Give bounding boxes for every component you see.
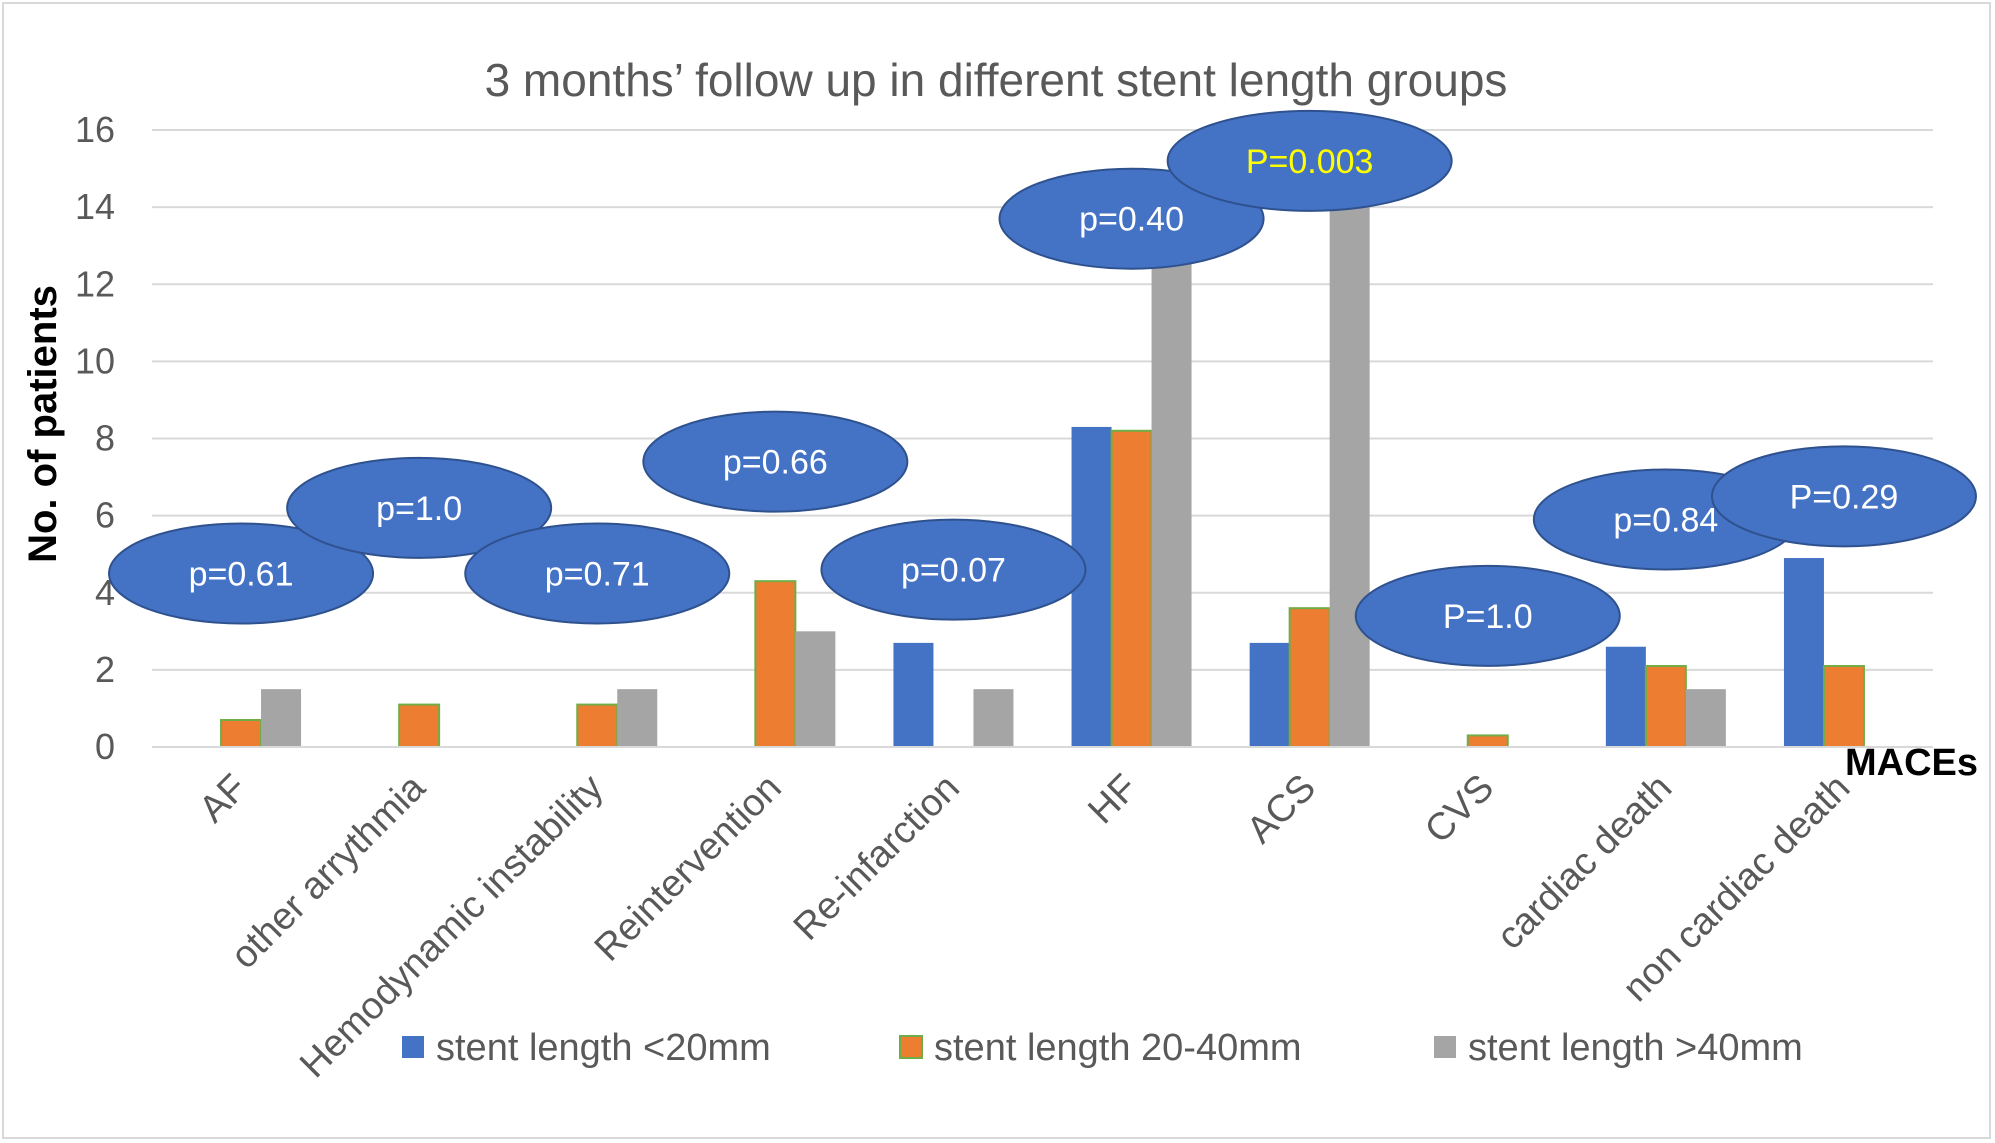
p-value-ellipse [820, 518, 1087, 621]
p-value-label: p=0.07 [901, 552, 1006, 590]
bar-cardiac-death-series-1 [1605, 646, 1646, 747]
bar-af-series-3 [261, 689, 302, 747]
y-tick-label: 0 [95, 726, 115, 767]
p-value-ellipse [1710, 445, 1977, 548]
p-value-ellipse [998, 167, 1265, 270]
bar-hf-series-2 [1110, 429, 1153, 748]
p-value-label: p=0.84 [1613, 501, 1718, 539]
p-value-ellipse [108, 522, 375, 625]
x-axis-label: MACEs [1845, 742, 1978, 784]
p-value-label: P=0.29 [1790, 478, 1899, 516]
y-tick-label: 10 [75, 340, 115, 381]
bar-re-infarction-series-3 [973, 689, 1014, 747]
legend-label-series-1: stent length <20mm [436, 1027, 771, 1069]
y-tick-label: 2 [95, 649, 115, 690]
legend: stent length <20mm stent length 20-40mm st… [402, 1027, 1803, 1069]
bar-acs-series-1 [1249, 642, 1290, 747]
p-value-label: p=1.0 [376, 490, 462, 528]
legend-swatch-series-1 [402, 1036, 424, 1058]
p-value-annotations: p=0.61 p=1.0 p=0.71 p=0.66 p=0.07 p=0.40 P=0.0… [108, 109, 1977, 667]
p-value-label: p=0.61 [189, 555, 294, 593]
p-value-ellipse [1166, 109, 1453, 212]
bar-non-cardiac-death-series-2 [1822, 665, 1865, 748]
legend-swatch-series-3 [1434, 1036, 1456, 1058]
category-label-cvs: CVS [1417, 767, 1502, 852]
y-tick-label: 12 [75, 263, 115, 304]
bar-hf-series-3 [1151, 245, 1192, 747]
p-value-label: p=0.66 [723, 444, 828, 482]
bar-hemodynamic-instability-series-3 [617, 689, 658, 747]
bar-af-series-2 [220, 719, 263, 748]
p-value-label: P=1.0 [1443, 598, 1533, 636]
y-tick-label: 8 [95, 418, 115, 459]
p-value-ellipse [642, 410, 909, 513]
category-label-af: AF [191, 767, 255, 831]
y-tick-label: 6 [95, 495, 115, 536]
category-label-re-infarction: Re-infarction [786, 767, 968, 949]
bar-reintervention-series-3 [795, 631, 836, 747]
bar-re-infarction-series-1 [893, 642, 934, 747]
p-value-label: p=0.71 [545, 555, 650, 593]
category-label-acs: ACS [1239, 767, 1324, 852]
bar-non-cardiac-death-series-1 [1783, 558, 1824, 747]
p-value-ellipse [1354, 564, 1621, 667]
legend-label-series-3: stent length >40mm [1468, 1027, 1803, 1069]
y-tick-label: 16 [75, 109, 115, 150]
y-axis-label: No. of patients [21, 285, 65, 563]
bar-reintervention-series-2 [754, 580, 797, 749]
legend-swatch-series-2 [899, 1035, 923, 1059]
bar-acs-series-2 [1288, 607, 1331, 748]
category-label-reintervention: Reintervention [587, 767, 790, 970]
bar-other-arrythmia-series-2 [398, 703, 441, 748]
category-label-cardiac-death: cardiac death [1489, 767, 1680, 958]
p-value-label: p=0.40 [1079, 201, 1184, 239]
bar-cvs-series-2 [1466, 734, 1509, 749]
p-value-label: P=0.003 [1246, 143, 1374, 181]
bar-hemodynamic-instability-series-2 [576, 703, 619, 748]
category-label-hf: HF [1080, 767, 1146, 833]
legend-label-series-2: stent length 20-40mm [934, 1027, 1302, 1069]
p-value-ellipse [464, 522, 731, 625]
bar-cardiac-death-series-3 [1685, 689, 1726, 747]
y-tick-label: 14 [75, 186, 115, 227]
bar-acs-series-3 [1329, 199, 1370, 748]
bar-cardiac-death-series-2 [1644, 665, 1687, 748]
chart-title: 3 months’ follow up in different stent l… [485, 54, 1508, 106]
p-value-ellipse [286, 456, 553, 559]
